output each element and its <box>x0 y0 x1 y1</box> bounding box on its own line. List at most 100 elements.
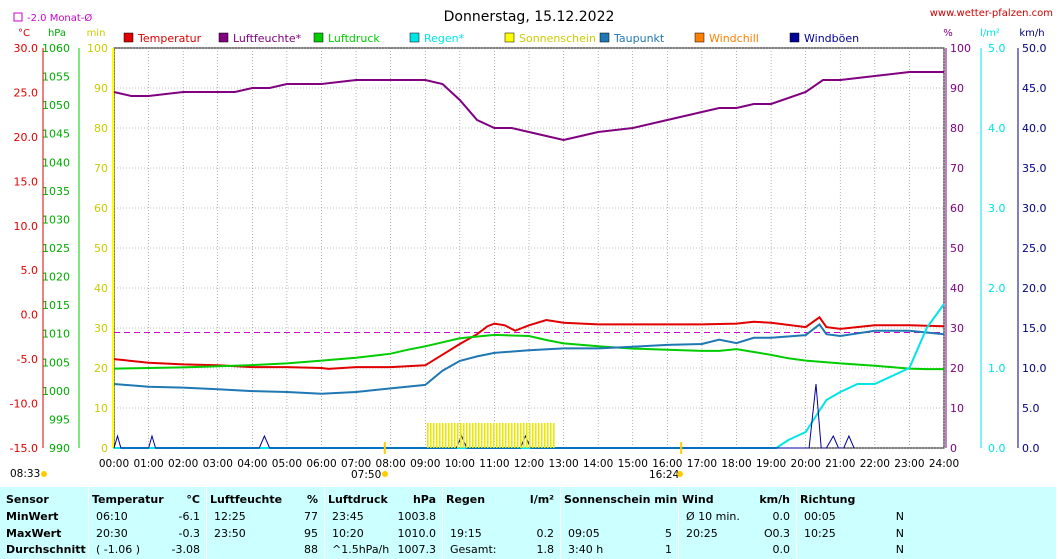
sunshine-axis-tick: 60 <box>94 202 108 215</box>
legend-swatch <box>504 32 515 43</box>
stats-time: 23:50 <box>214 527 246 540</box>
sunshine-bar <box>537 423 540 448</box>
sunshine-bar <box>453 423 456 448</box>
sunshine-bar <box>432 423 435 448</box>
x-tick-label: 06:00 <box>306 458 336 470</box>
temp-axis-tick: 10.0 <box>14 220 39 233</box>
stats-row-label: Durchschnitt <box>6 543 86 556</box>
pressure-axis-tick: 1005 <box>42 356 70 369</box>
rain-axis-tick: 4.0 <box>988 122 1006 135</box>
humidity-axis-tick: 80 <box>950 122 964 135</box>
stats-divider <box>324 487 325 559</box>
pressure-axis-tick: 1060 <box>42 42 70 55</box>
sunshine-bar <box>480 423 483 448</box>
stats-time: Ø 10 min. <box>686 510 740 523</box>
x-tick-label: 08:00 <box>376 458 406 470</box>
sunshine-axis-tick: 40 <box>94 282 108 295</box>
sunshine-bar <box>438 423 441 448</box>
stats-divider <box>442 487 443 559</box>
temp-axis-tick: 15.0 <box>14 175 39 188</box>
stats-value: -0.3 <box>178 527 200 540</box>
rain-axis-tick: 2.0 <box>988 282 1006 295</box>
rain-axis-tick: 3.0 <box>988 202 1006 215</box>
legend-swatch <box>599 32 610 43</box>
x-tick-label: 16:00 <box>652 458 682 470</box>
sunshine-axis-tick: 50 <box>94 242 108 255</box>
sunshine-bar <box>474 423 477 448</box>
sunshine-bar <box>543 423 546 448</box>
series-line-luftdruck <box>113 333 944 371</box>
pressure-axis-tick: 1030 <box>42 213 70 226</box>
humidity-axis-tick: 50 <box>950 242 964 255</box>
legend-swatch <box>789 32 800 43</box>
stats-value: 0.3 <box>772 527 791 540</box>
stats-value: 1010.0 <box>397 527 437 540</box>
sunshine-bar <box>546 423 549 448</box>
sunshine-bar <box>552 423 555 448</box>
legend-swatch <box>218 32 229 43</box>
humidity-axis-tick: 100 <box>950 42 971 55</box>
unit-rain: l/m² <box>980 28 1000 39</box>
legend-label: Luftfeuchte* <box>233 32 302 45</box>
sunshine-bar <box>486 423 489 448</box>
x-tick-label: 09:00 <box>410 458 440 470</box>
month-avg-icon <box>13 12 23 22</box>
sunshine-bar <box>459 423 462 448</box>
stats-unit: % <box>306 493 318 506</box>
sunshine-bar <box>492 423 495 448</box>
legend-swatch <box>313 32 324 43</box>
wind-axis-tick: 10.0 <box>1022 362 1047 375</box>
pressure-axis-tick: 1025 <box>42 242 70 255</box>
stats-value: N <box>895 527 904 540</box>
sunshine-bar <box>516 423 519 448</box>
x-tick-label: 00:00 <box>99 458 129 470</box>
stats-header: Sonnenschein min <box>564 493 678 506</box>
humidity-axis-tick: 30 <box>950 322 964 335</box>
stats-time: Gesamt: <box>450 543 497 556</box>
stats-divider <box>560 487 561 559</box>
stats-header: Luftdruck <box>328 493 388 506</box>
stats-value: -6.1 <box>178 510 200 523</box>
stats-value: -3.08 <box>171 543 200 556</box>
stats-header: Richtung <box>800 493 856 506</box>
temp-axis-tick: 0.0 <box>21 309 39 322</box>
stats-value: N <box>895 510 904 523</box>
sunshine-bar <box>465 423 468 448</box>
sunshine-bar <box>540 423 543 448</box>
wind-axis-tick: 45.0 <box>1022 82 1047 95</box>
pressure-axis-tick: 990 <box>49 442 70 455</box>
x-tick-label: 20:00 <box>791 458 821 470</box>
x-tick-label: 18:00 <box>721 458 751 470</box>
wind-axis-tick: 15.0 <box>1022 322 1047 335</box>
stats-unit: km/h <box>759 493 790 506</box>
stats-time: 20:30 <box>96 527 128 540</box>
sunshine-bar <box>549 423 552 448</box>
stats-value: 77 <box>304 510 318 523</box>
stats-value: 5 <box>665 527 672 540</box>
stats-time: 06:10 <box>96 510 128 523</box>
stats-time: 20:25 <box>686 527 718 540</box>
legend-label: Sonnenschein <box>519 32 596 45</box>
sunshine-bar <box>528 423 531 448</box>
pressure-axis-tick: 1045 <box>42 128 70 141</box>
sunshine-axis-tick: 90 <box>94 82 108 95</box>
series-line-temperatur <box>113 315 945 370</box>
x-tick-label: 14:00 <box>583 458 613 470</box>
sunshine-bar <box>444 423 447 448</box>
x-tick-label: 24:00 <box>929 458 959 470</box>
humidity-axis-tick: 60 <box>950 202 964 215</box>
pressure-axis-tick: 1035 <box>42 185 70 198</box>
chart-title: Donnerstag, 15.12.2022 <box>444 9 615 25</box>
x-tick-label: 17:00 <box>687 458 717 470</box>
x-tick-label: 12:00 <box>514 458 544 470</box>
x-tick-label: 02:00 <box>168 458 198 470</box>
sunshine-bar <box>435 423 438 448</box>
wind-axis-tick: 30.0 <box>1022 202 1047 215</box>
pressure-axis-tick: 1000 <box>42 385 70 398</box>
sunshine-bar <box>510 423 513 448</box>
sunshine-bar <box>507 423 510 448</box>
unit-temp: °C <box>18 28 30 39</box>
x-tick-label: 05:00 <box>272 458 302 470</box>
stats-time: 19:15 <box>450 527 482 540</box>
stats-header: Regen <box>446 493 486 506</box>
